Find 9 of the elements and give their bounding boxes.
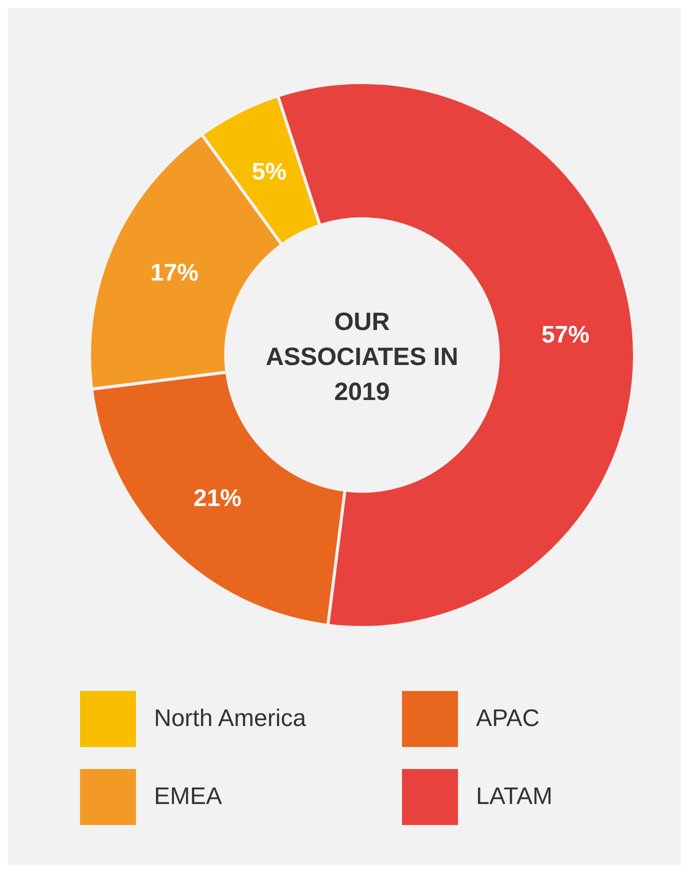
data-label: 57%: [541, 321, 590, 348]
legend-label: LATAM: [476, 783, 552, 811]
data-label: 5%: [252, 158, 287, 186]
legend-label: EMEA: [154, 783, 222, 811]
data-label: 17%: [150, 259, 198, 286]
data-label: 21%: [193, 485, 242, 512]
text: OUR ASSOCIATES IN 2019: [264, 307, 460, 408]
legend-label: APAC: [476, 705, 540, 733]
legend-label: North America: [154, 705, 306, 733]
